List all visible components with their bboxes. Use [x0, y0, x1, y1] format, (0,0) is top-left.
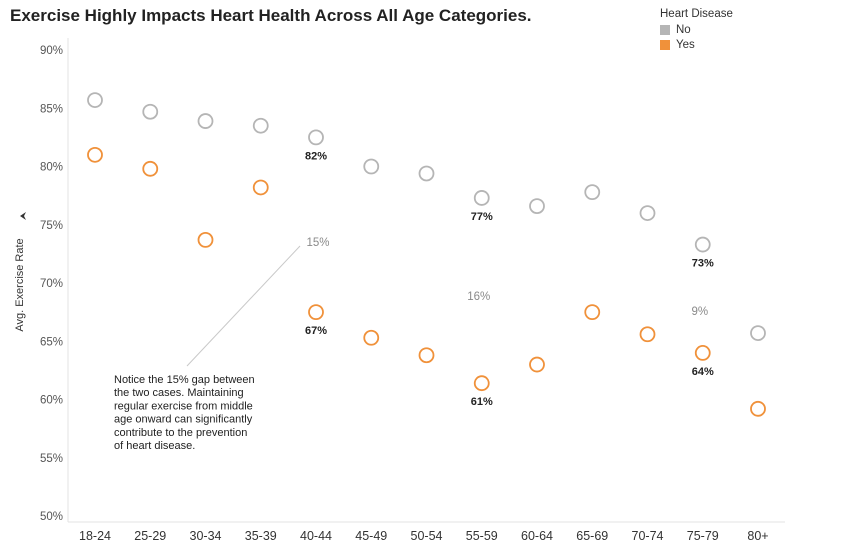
x-tick-label: 18-24: [79, 529, 111, 543]
x-tick-label: 45-49: [355, 529, 387, 543]
point-yes: [197, 231, 214, 248]
point-no: [418, 165, 435, 182]
annotation-text-line: regular exercise from middle: [114, 400, 253, 412]
y-axis-title: Avg. Exercise Rate: [14, 238, 26, 331]
point-no: [142, 103, 159, 120]
point-yes: [87, 146, 103, 163]
legend-item-no[interactable]: No: [660, 22, 733, 37]
x-tick-label: 35-39: [245, 529, 277, 543]
gap-label: 9%: [691, 306, 708, 318]
y-tick-label: 65%: [40, 336, 63, 348]
point-no: [252, 117, 269, 134]
point-yes: [363, 329, 380, 346]
data-label: 61%: [471, 396, 493, 408]
point-no: [750, 325, 766, 341]
point-no: [197, 113, 214, 129]
annotation-text-line: the two cases. Maintaining: [114, 387, 244, 399]
data-label: 73%: [692, 258, 714, 270]
point-yes: [252, 179, 269, 196]
annotation-text-line: Notice the 15% gap between: [114, 374, 255, 386]
y-tick-label: 80%: [40, 162, 63, 174]
point-no: [584, 184, 601, 201]
x-tick-label: 80+: [747, 529, 768, 543]
y-tick-label: 55%: [40, 453, 63, 465]
x-tick-label: 70-74: [632, 529, 664, 543]
point-yes: [418, 347, 435, 364]
point-yes: [308, 304, 324, 321]
x-tick-label: 25-29: [134, 529, 166, 543]
point-yes: [694, 344, 711, 361]
legend-item-yes[interactable]: Yes: [660, 37, 733, 52]
legend: Heart Disease No Yes: [660, 8, 733, 52]
y-tick-label: 50%: [40, 511, 63, 523]
point-no: [694, 236, 711, 253]
legend-swatch-yes: [660, 39, 670, 50]
legend-label-no: No: [676, 23, 691, 36]
legend-swatch-no: [660, 24, 670, 35]
annotation-text-line: age onward can significantly: [114, 414, 253, 426]
y-tick-label: 90%: [40, 45, 63, 57]
x-tick-label: 30-34: [190, 529, 222, 543]
point-no: [308, 129, 324, 146]
gap-label: 16%: [467, 291, 490, 303]
y-tick-label: 70%: [40, 278, 63, 290]
y-tick-label: 75%: [40, 220, 63, 232]
point-no: [639, 205, 656, 222]
point-yes: [473, 375, 490, 392]
point-no: [529, 198, 545, 215]
point-yes: [142, 160, 159, 177]
data-label: 67%: [305, 325, 327, 337]
point-yes: [750, 400, 766, 417]
legend-title: Heart Disease: [660, 8, 733, 20]
point-yes: [639, 326, 656, 343]
annotation-text-line: contribute to the prevention: [114, 427, 247, 439]
data-label: 64%: [692, 366, 714, 378]
sort-icon: [20, 212, 26, 220]
y-tick-label: 85%: [40, 103, 63, 115]
data-label: 77%: [471, 211, 493, 223]
point-yes: [529, 356, 545, 373]
y-tick-label: 60%: [40, 395, 63, 407]
x-tick-label: 65-69: [576, 529, 608, 543]
x-tick-label: 40-44: [300, 529, 332, 543]
point-no: [473, 190, 490, 206]
annotation-leader-line: [186, 245, 301, 367]
annotation-text-line: of heart disease.: [114, 440, 195, 452]
x-tick-label: 60-64: [521, 529, 553, 543]
x-tick-label: 50-54: [411, 529, 443, 543]
legend-label-yes: Yes: [676, 38, 695, 51]
point-no: [363, 158, 380, 175]
chart-title: Exercise Highly Impacts Heart Health Acr…: [10, 6, 532, 25]
x-tick-label: 75-79: [687, 529, 719, 543]
x-tick-label: 55-59: [466, 529, 498, 543]
data-label: 82%: [305, 150, 327, 162]
point-no: [87, 92, 103, 108]
point-yes: [584, 304, 601, 321]
gap-label: 15%: [306, 237, 329, 249]
